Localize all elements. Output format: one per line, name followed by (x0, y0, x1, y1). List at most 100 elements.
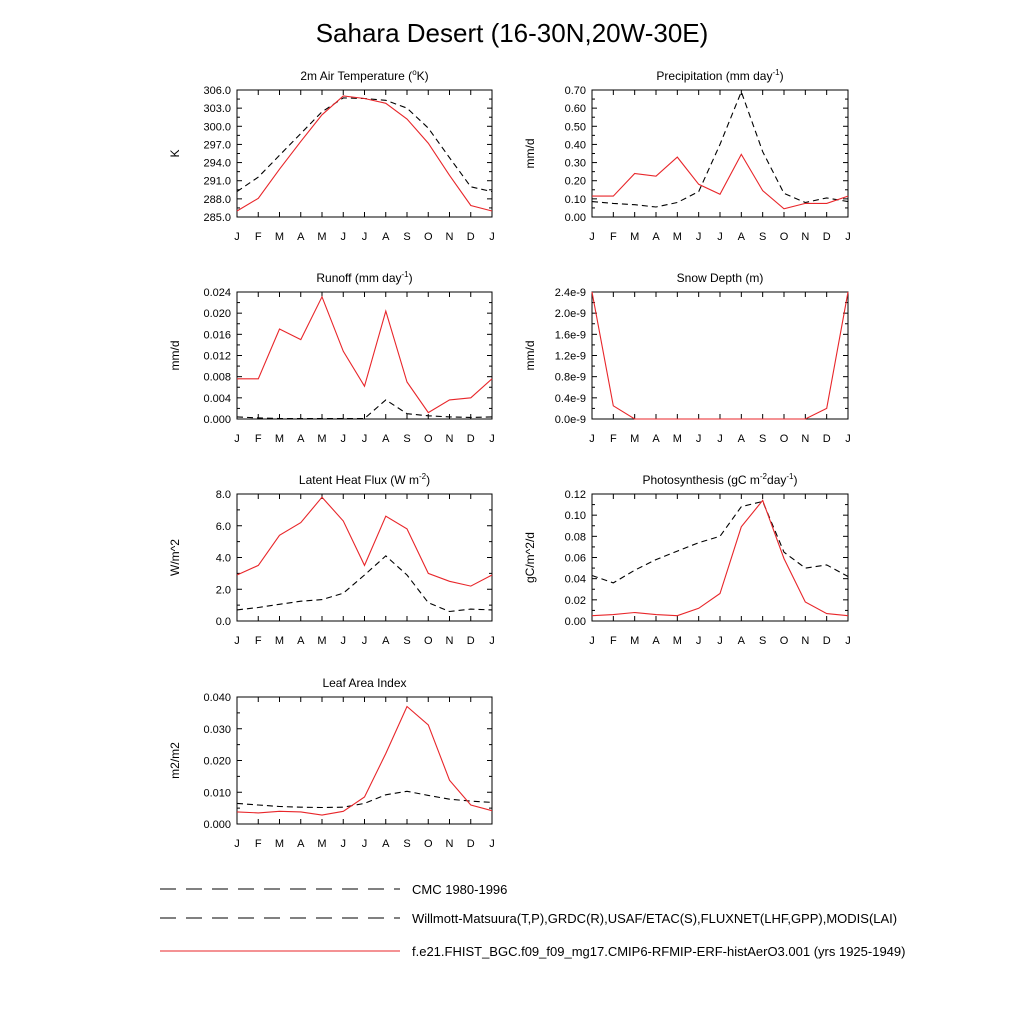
y-tick-label: 2.0e-9 (555, 308, 586, 320)
x-tick-label: D (823, 635, 831, 647)
x-tick-label: J (589, 231, 595, 243)
y-tick-label: 0.020 (203, 756, 231, 768)
y-tick-label: 1.6e-9 (555, 329, 586, 341)
model-series-line (591, 291, 849, 420)
x-tick-label: A (382, 231, 390, 243)
chart-title: Latent Heat Flux (W m-2) (299, 472, 430, 487)
plot-frame (236, 696, 493, 825)
chart-title: 2m Air Temperature (oK) (300, 68, 428, 83)
figure-title: Sahara Desert (16-30N,20W-30E) (315, 18, 709, 48)
y-axis-label: mm/d (523, 341, 537, 371)
y-tick-label: 285.0 (203, 212, 231, 224)
x-tick-label: F (255, 433, 262, 445)
x-tick-label: A (738, 635, 746, 647)
plot-frame (591, 493, 849, 622)
x-tick-label: A (738, 433, 746, 445)
y-tick-label: 0.8e-9 (555, 372, 586, 384)
x-tick-label: M (317, 635, 326, 647)
x-tick-label: J (696, 231, 702, 243)
y-tick-label: 0.008 (203, 372, 231, 384)
y-tick-label: 0.04 (565, 574, 586, 586)
x-tick-label: J (489, 838, 495, 850)
x-tick-label: M (630, 433, 639, 445)
y-tick-label: 0.10 (565, 194, 586, 206)
y-axis-label: mm/d (168, 341, 182, 371)
x-tick-label: S (759, 231, 766, 243)
x-tick-label: J (845, 231, 851, 243)
y-tick-label: 0.024 (203, 287, 231, 299)
x-tick-label: F (255, 231, 262, 243)
x-tick-label: S (403, 231, 410, 243)
x-tick-label: M (275, 635, 284, 647)
obs-series-line (236, 790, 493, 809)
x-tick-label: O (424, 231, 433, 243)
y-axis-label: m2/m2 (168, 742, 182, 779)
y-axis-label: mm/d (523, 139, 537, 169)
x-tick-label: A (382, 635, 390, 647)
x-tick-label: F (610, 433, 617, 445)
x-tick-label: O (424, 635, 433, 647)
plot-frame (236, 493, 493, 622)
legend-label-cmc: CMC 1980-1996 (412, 882, 508, 897)
y-tick-label: 288.0 (203, 194, 231, 206)
model-series-line (592, 153, 849, 210)
x-tick-label: A (297, 231, 305, 243)
x-tick-label: M (673, 231, 682, 243)
model-series-line (236, 496, 493, 587)
y-tick-label: 0.000 (203, 819, 231, 831)
x-tick-label: F (610, 635, 617, 647)
x-tick-label: S (759, 433, 766, 445)
x-tick-label: O (424, 433, 433, 445)
y-tick-label: 0.06 (565, 553, 586, 565)
x-tick-label: N (801, 635, 809, 647)
x-tick-label: J (845, 635, 851, 647)
x-tick-label: S (403, 433, 410, 445)
model-series-line (236, 705, 493, 816)
x-tick-label: D (467, 433, 475, 445)
x-tick-label: J (234, 838, 240, 850)
y-tick-label: 0.010 (203, 787, 231, 799)
x-tick-label: J (341, 838, 347, 850)
y-tick-label: 2.4e-9 (555, 287, 586, 299)
y-tick-label: 2.0 (216, 584, 231, 596)
y-tick-label: 1.2e-9 (555, 351, 586, 363)
x-tick-label: D (823, 433, 831, 445)
x-tick-label: M (630, 635, 639, 647)
x-tick-label: D (467, 635, 475, 647)
obs-series-line (236, 97, 493, 193)
y-axis-label: gC/m^2/d (523, 532, 537, 583)
x-tick-label: F (255, 635, 262, 647)
x-tick-label: J (717, 231, 723, 243)
x-tick-label: J (589, 433, 595, 445)
x-tick-label: A (652, 433, 660, 445)
y-tick-label: 303.0 (203, 103, 231, 115)
y-tick-label: 0.4e-9 (555, 393, 586, 405)
x-tick-label: A (297, 635, 305, 647)
plot-frame (591, 89, 849, 218)
x-tick-label: J (341, 635, 347, 647)
model-series-line (236, 95, 493, 212)
x-tick-label: F (255, 838, 262, 850)
x-tick-label: J (362, 635, 368, 647)
y-tick-label: 0.30 (565, 158, 586, 170)
x-tick-label: J (362, 433, 368, 445)
chart-title: Photosynthesis (gC m-2day-1) (643, 472, 798, 487)
x-tick-label: A (297, 838, 305, 850)
x-tick-label: J (489, 231, 495, 243)
x-tick-label: M (673, 635, 682, 647)
x-tick-label: O (780, 433, 789, 445)
x-tick-label: A (382, 838, 390, 850)
y-tick-label: 0.08 (565, 531, 586, 543)
x-tick-label: J (362, 231, 368, 243)
chart-panel-4: Latent Heat Flux (W m-2)W/m^2J F M A M J J A S O N… (168, 472, 495, 647)
y-tick-label: 291.0 (203, 176, 231, 188)
x-tick-label: O (424, 838, 433, 850)
y-tick-label: 294.0 (203, 158, 231, 170)
model-series-line (591, 499, 849, 617)
x-tick-label: M (630, 231, 639, 243)
y-tick-label: 0.004 (203, 393, 231, 405)
x-tick-label: A (652, 231, 660, 243)
x-tick-label: J (234, 231, 240, 243)
